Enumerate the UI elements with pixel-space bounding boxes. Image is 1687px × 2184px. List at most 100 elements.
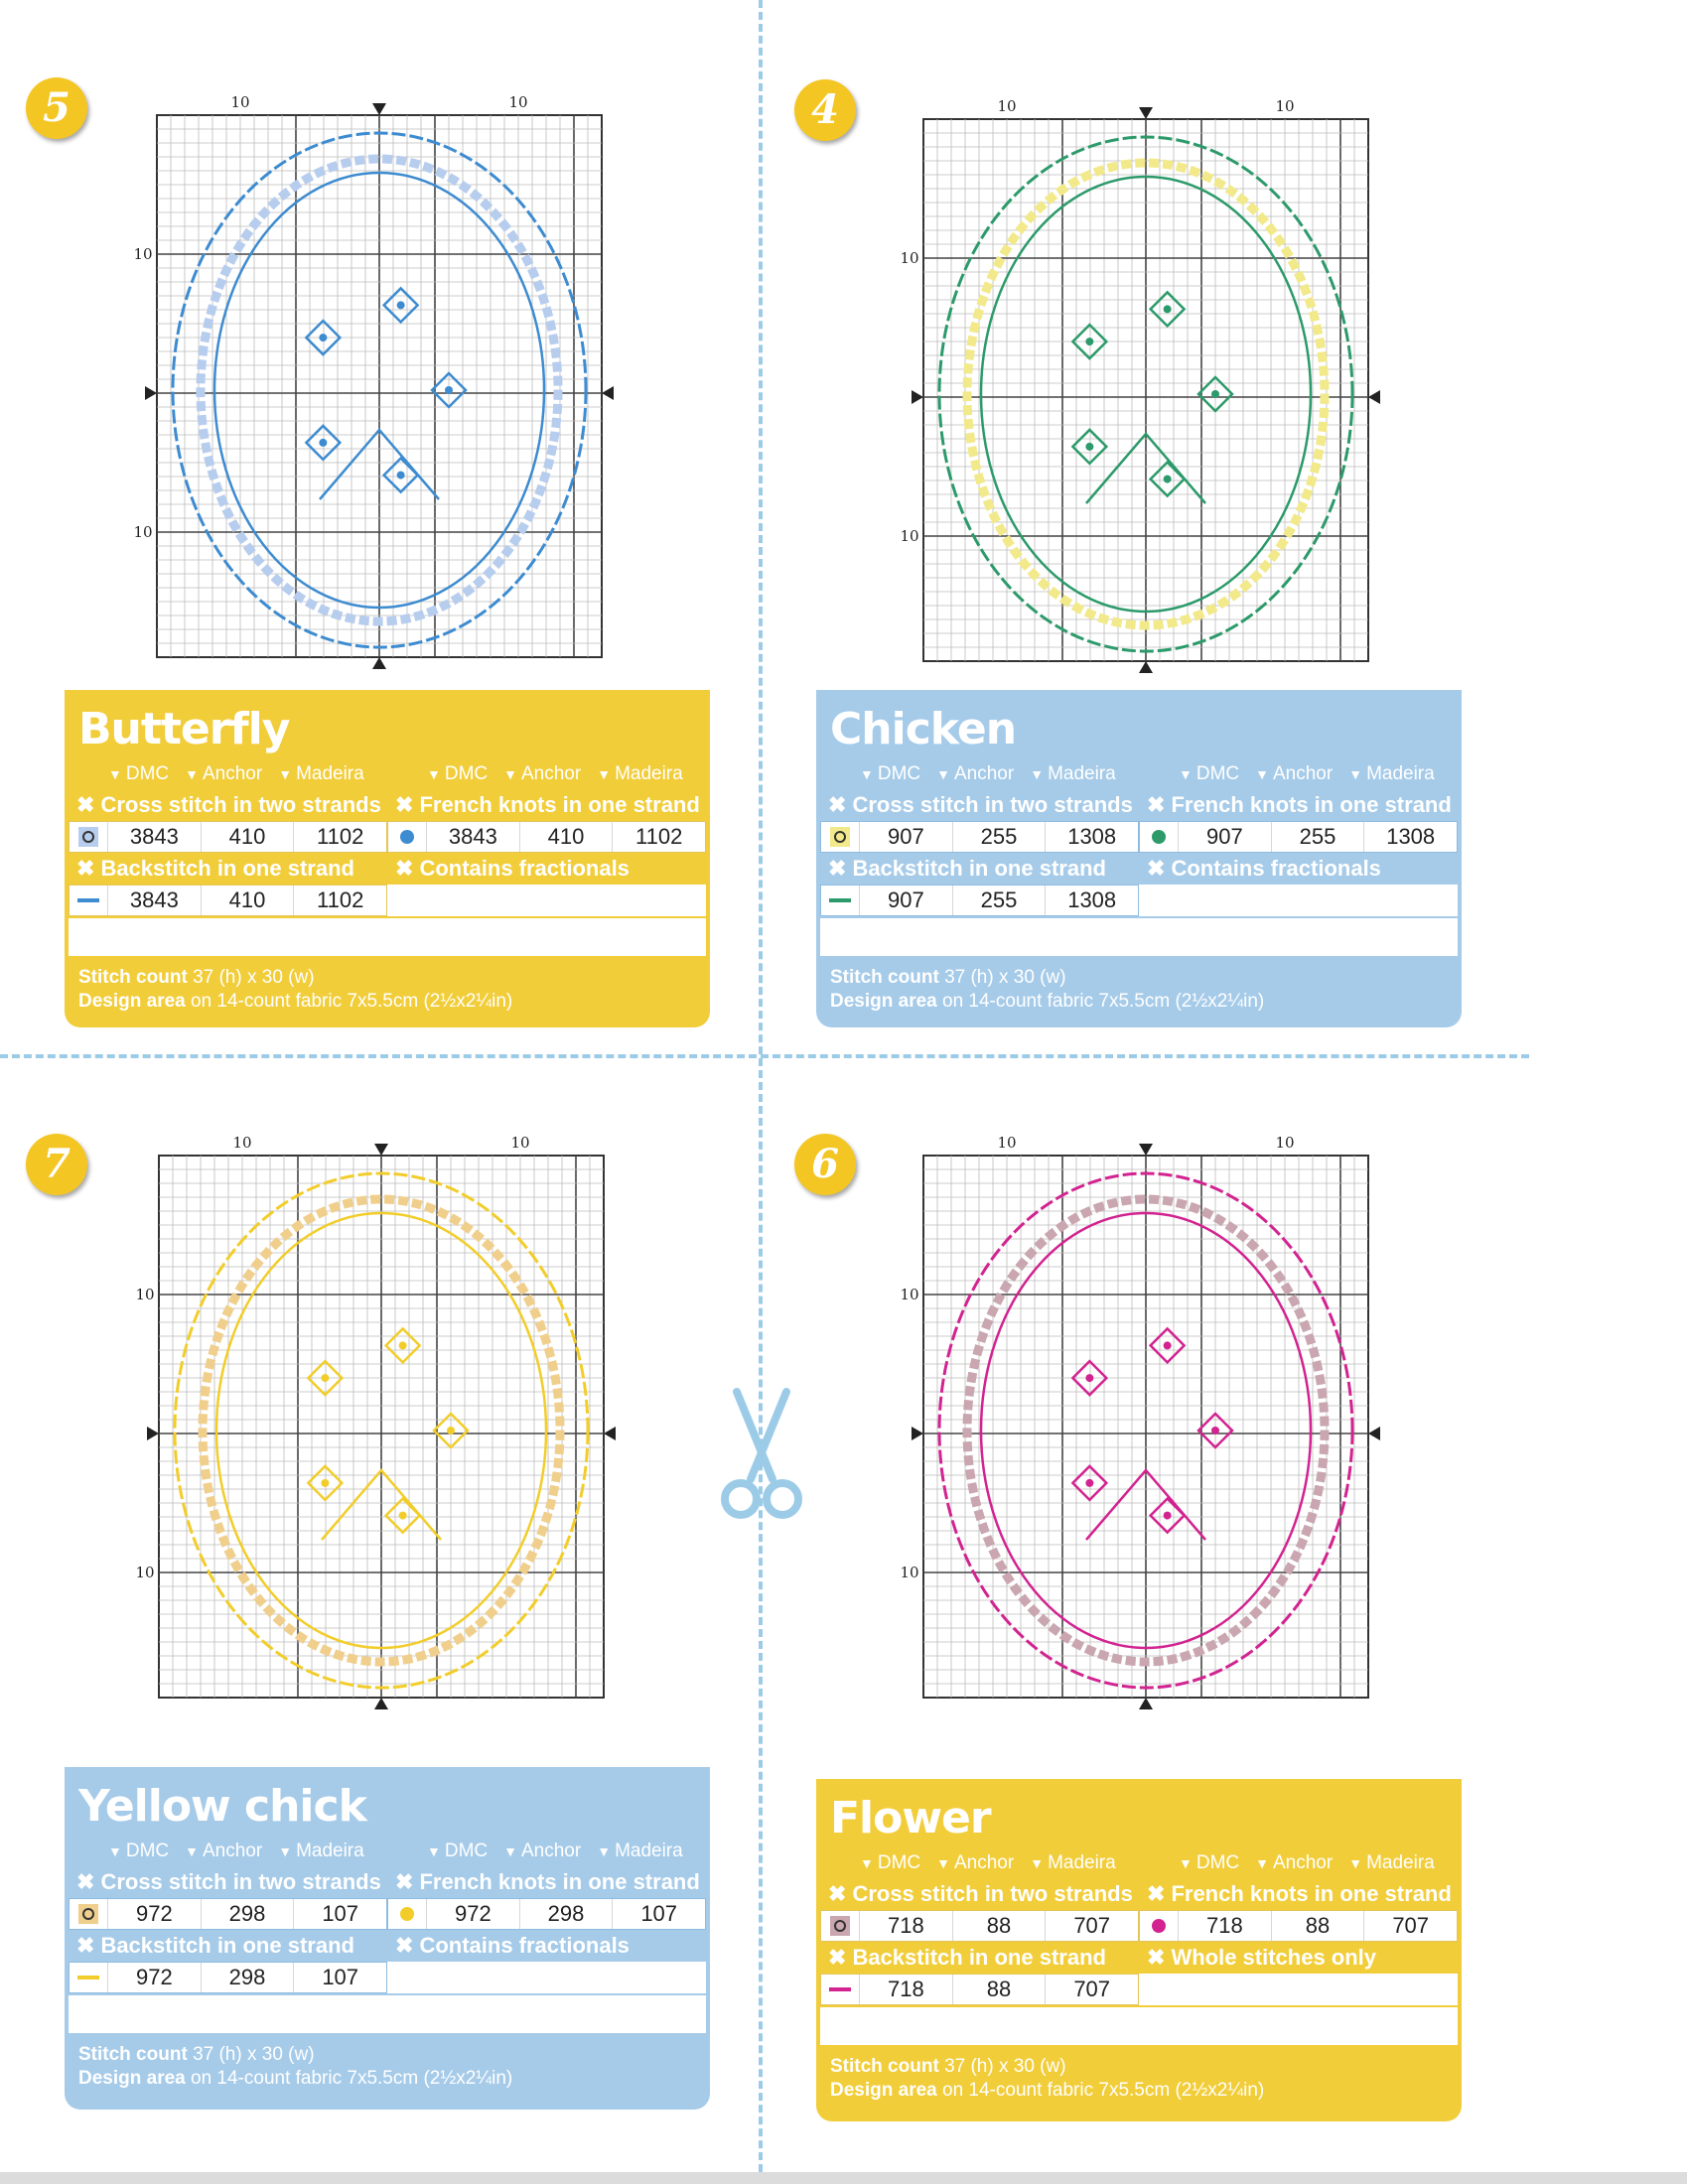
axis-label-top-left: 10: [230, 93, 249, 111]
thread-key-card: Chicken DMC Anchor Madeira DMC Anchor Ma…: [816, 690, 1462, 1027]
column-headers: DMC Anchor Madeira: [69, 1841, 387, 1862]
anchor-code: 88: [953, 1975, 1047, 2004]
axis-label-left-top: 10: [900, 1286, 918, 1303]
french-knot-label: ✖ French knots in one strand: [1147, 1881, 1452, 1906]
header-madeira: Madeira: [278, 1841, 364, 1862]
chart-grid: 10 10 10 10: [894, 1132, 1388, 1717]
dmc-code: 718: [860, 1975, 953, 2004]
cross-mark-icon: ✖: [828, 792, 847, 817]
madeira-code: 707: [1073, 1977, 1111, 2001]
pattern-title: Yellow chick: [78, 1781, 367, 1832]
header-dmc: DMC: [427, 1841, 488, 1862]
header-madeira: Madeira: [1348, 763, 1435, 785]
pattern-title: Flower: [830, 1793, 992, 1843]
thread-row-french: 3843 410 1102: [387, 821, 706, 853]
cross-mark-icon: ✖: [1147, 792, 1166, 817]
back-symbol-icon: [70, 1963, 108, 1992]
french-knot-label: ✖ French knots in one strand: [395, 792, 700, 817]
madeira-code: 107: [640, 1901, 678, 1926]
anchor-code: 88: [1272, 1911, 1365, 1941]
anchor-code: 255: [953, 886, 1047, 915]
header-anchor: Anchor: [503, 763, 581, 785]
dmc-code: 907: [860, 886, 953, 915]
pattern-title: Chicken: [830, 704, 1017, 754]
backstitch-label: ✖ Backstitch in one strand: [828, 856, 1106, 881]
stitch-info: Stitch count 37 (h) x 30 (w) Design area…: [78, 2044, 513, 2089]
french-symbol-icon: [388, 822, 427, 852]
cross-mark-icon: ✖: [828, 1945, 847, 1970]
cross-stitch-label: ✖ Cross stitch in two strands: [828, 792, 1133, 817]
cross-symbol-icon: [821, 822, 860, 852]
cross-mark-icon: ✖: [1147, 1881, 1166, 1906]
notes-band: [820, 918, 1458, 956]
anchor-code: 88: [953, 1911, 1047, 1941]
header-madeira: Madeira: [1030, 1852, 1116, 1874]
madeira-code: 107: [322, 1965, 359, 1989]
cross-mark-icon: ✖: [1147, 856, 1166, 881]
header-anchor: Anchor: [936, 763, 1014, 785]
axis-label-left-bottom: 10: [900, 527, 918, 545]
dmc-code: 3843: [108, 822, 202, 852]
header-dmc: DMC: [1179, 763, 1239, 785]
backstitch-label: ✖ Backstitch in one strand: [76, 1933, 354, 1958]
dmc-code: 718: [1179, 1911, 1272, 1941]
header-madeira: Madeira: [278, 763, 364, 785]
cross-symbol-icon: [70, 1899, 108, 1929]
stitch-note-label: ✖ Contains fractionals: [395, 1933, 630, 1958]
axis-label-left-bottom: 10: [135, 1564, 154, 1581]
header-madeira: Madeira: [1348, 1852, 1435, 1874]
french-symbol-icon: [1140, 1911, 1179, 1941]
pattern-number-badge: 5: [26, 77, 87, 139]
pattern-number-badge: 4: [794, 79, 856, 141]
axis-label-top-right: 10: [508, 93, 527, 111]
column-headers: DMC Anchor Madeira: [820, 763, 1139, 785]
madeira-code: 1308: [1067, 887, 1117, 912]
axis-label-left-bottom: 10: [900, 1564, 918, 1581]
back-symbol-icon: [821, 886, 860, 915]
thread-row-cross: 3843 410 1102: [69, 821, 387, 853]
axis-label-top-right: 10: [1275, 1134, 1294, 1152]
french-knot-label: ✖ French knots in one strand: [1147, 792, 1452, 817]
cross-stitch-label: ✖ Cross stitch in two strands: [828, 1881, 1133, 1906]
thread-row-back: 907 255 1308: [820, 885, 1139, 916]
stitch-info: Stitch count 37 (h) x 30 (w) Design area…: [78, 967, 513, 1012]
axis-label-top-left: 10: [997, 97, 1016, 115]
cross-mark-icon: ✖: [76, 1933, 95, 1958]
thread-key-card: Butterfly DMC Anchor Madeira DMC Anchor …: [65, 690, 710, 1027]
chart-grid: 10 10 10 10: [127, 91, 622, 677]
madeira-code: 1102: [317, 824, 364, 849]
cross-stitch-label: ✖ Cross stitch in two strands: [76, 1869, 381, 1894]
scissors-icon: [717, 1388, 806, 1532]
axis-label-left-top: 10: [133, 245, 152, 263]
header-madeira: Madeira: [597, 1841, 683, 1862]
french-symbol-icon: [388, 1899, 427, 1929]
header-anchor: Anchor: [185, 1841, 262, 1862]
header-anchor: Anchor: [185, 763, 262, 785]
header-anchor: Anchor: [503, 1841, 581, 1862]
column-headers: DMC Anchor Madeira: [387, 1841, 706, 1862]
anchor-code: 298: [202, 1899, 295, 1929]
madeira-code: 707: [1073, 1913, 1111, 1938]
madeira-code: 1308: [1386, 824, 1436, 849]
column-headers: DMC Anchor Madeira: [1139, 1852, 1458, 1874]
back-symbol-icon: [70, 886, 108, 915]
dmc-code: 3843: [427, 822, 520, 852]
thread-row-back: 718 88 707: [820, 1974, 1139, 2005]
header-dmc: DMC: [860, 1852, 920, 1874]
chart-grid: 10 10 10 10: [894, 95, 1388, 681]
thread-row-cross: 972 298 107: [69, 1898, 387, 1930]
dmc-code: 718: [860, 1911, 953, 1941]
thread-row-french: 907 255 1308: [1139, 821, 1458, 853]
pattern-number-badge: 7: [26, 1134, 87, 1195]
axis-label-left-top: 10: [900, 249, 918, 267]
column-headers: DMC Anchor Madeira: [820, 1852, 1139, 1874]
column-headers: DMC Anchor Madeira: [1139, 763, 1458, 785]
page-bottom-rule: [0, 2172, 1687, 2184]
french-knot-label: ✖ French knots in one strand: [395, 1869, 700, 1894]
cross-mark-icon: ✖: [828, 856, 847, 881]
anchor-code: 255: [953, 822, 1047, 852]
axis-label-left-top: 10: [135, 1286, 154, 1303]
madeira-code: 107: [322, 1901, 359, 1926]
dmc-code: 3843: [108, 886, 202, 915]
anchor-code: 255: [1272, 822, 1365, 852]
